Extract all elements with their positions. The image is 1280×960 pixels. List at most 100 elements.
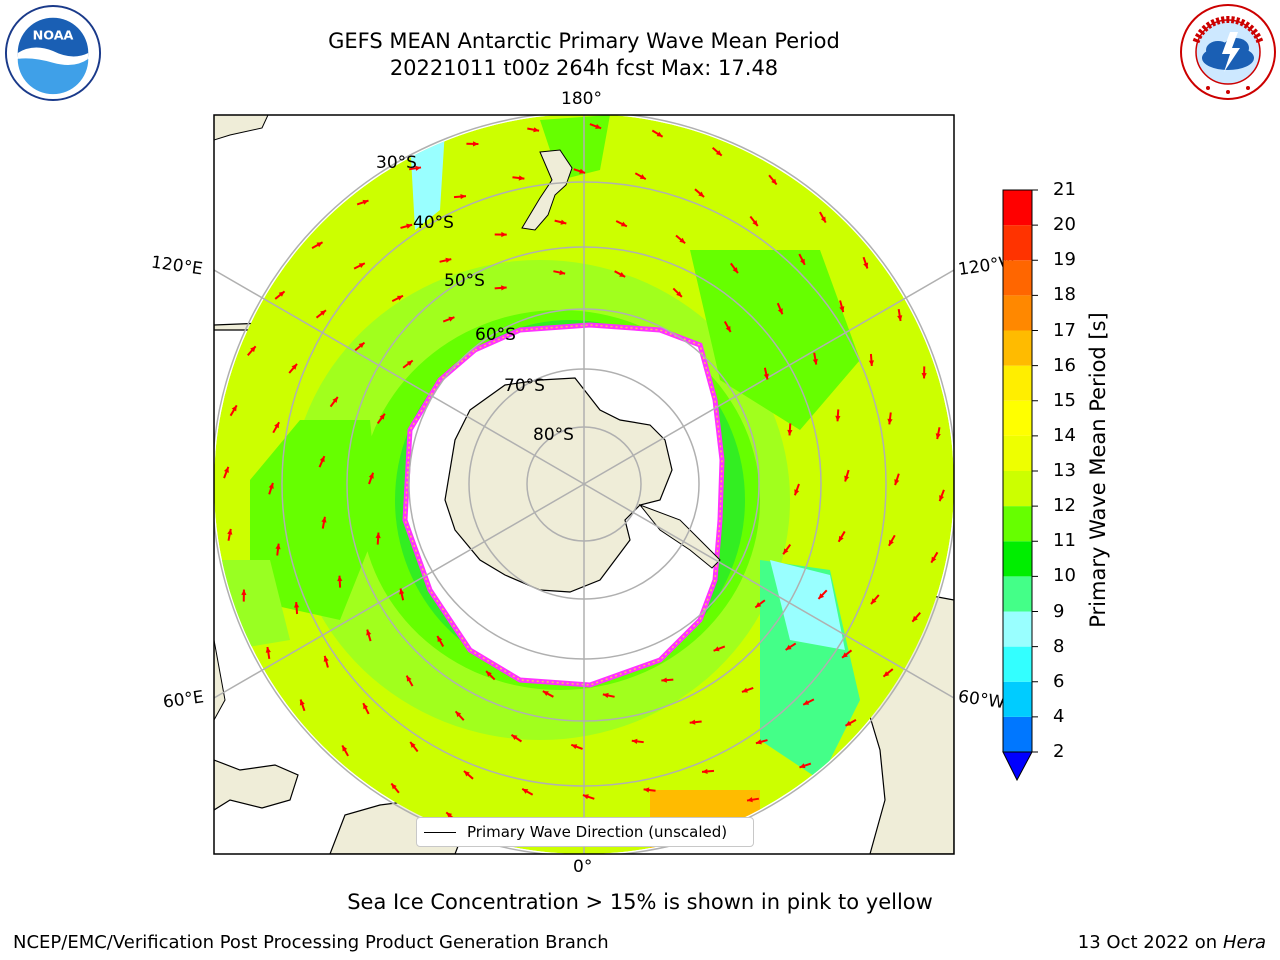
colorbar-tick-label: 18: [1053, 284, 1076, 306]
wave-direction-arrowhead: [321, 516, 327, 523]
wave-direction-arrowhead: [595, 123, 602, 129]
lon-label-180: 180°: [561, 89, 602, 109]
lat-label-60s: 60°S: [475, 325, 516, 345]
wave-direction-arrowhead: [406, 360, 413, 366]
wave-direction-arrowhead: [410, 742, 416, 748]
wave-direction-arrowhead: [559, 269, 566, 276]
colorbar-tick-label: 2: [1053, 741, 1065, 762]
wave-direction-arrowhead: [812, 358, 818, 365]
wave-direction-arrowhead: [455, 711, 462, 718]
wave-direction-arrowhead: [501, 285, 507, 291]
graticule: [214, 115, 954, 854]
colorbar-tick-label: 8: [1053, 635, 1065, 657]
wave-direction-arrowhead: [366, 629, 372, 636]
wave-direction-arrowhead: [323, 655, 329, 662]
legend-line-swatch: [424, 832, 456, 833]
wave-direction-arrowhead: [883, 671, 890, 677]
wave-direction-arrowhead: [887, 418, 893, 425]
wave-direction-arrowhead: [676, 291, 682, 297]
wave-direction-arrowhead: [799, 763, 806, 769]
wave-direction-arrowhead: [820, 216, 826, 223]
wave-direction-arrowhead: [639, 174, 646, 180]
wave-direction-arrowhead: [397, 295, 404, 301]
wave-direction-arrowhead: [363, 703, 369, 710]
wave-direction-arrowhead: [445, 257, 452, 263]
wave-direction-arrowhead: [732, 267, 738, 274]
wave-direction-arrowhead: [763, 373, 769, 380]
wave-direction-arrowhead: [460, 193, 466, 200]
lat-label-30s: 30°S: [376, 153, 417, 173]
wave-direction-arrowhead: [661, 677, 667, 683]
wave-direction-arrowhead: [935, 433, 941, 440]
wave-direction-arrowhead: [293, 602, 300, 608]
wave-direction-arrowhead: [777, 308, 783, 315]
wave-direction-arrowhead: [818, 593, 825, 599]
wave-direction-arrowhead: [783, 548, 789, 555]
colorbar-tick-label: 19: [1053, 249, 1076, 271]
wave-direction-arrowhead: [533, 127, 540, 133]
lat-label-80s: 80°S: [533, 425, 574, 445]
wave-direction-arrowhead: [227, 528, 233, 535]
colorbar-tick-label: 21: [1053, 179, 1076, 200]
colorbar-label: Primary Wave Mean Period [s]: [1086, 312, 1110, 628]
wave-direction-arrowhead: [689, 719, 696, 725]
wave-direction-arrowhead: [787, 429, 793, 436]
wave-direction-arrowhead: [912, 615, 918, 622]
lat-label-40s: 40°S: [413, 213, 454, 233]
colorbar-tick-label: 15: [1053, 389, 1076, 411]
credit-host: Hera: [1222, 932, 1266, 953]
wave-direction-arrowhead: [620, 221, 627, 227]
wave-direction-arrowhead: [560, 219, 567, 225]
wave-direction-arrowhead: [752, 220, 758, 226]
wave-direction-arrowhead: [579, 168, 586, 174]
colorbar-tick-label: 16: [1053, 354, 1076, 376]
wave-direction-arrowhead: [939, 495, 945, 502]
wave-direction-arrowhead: [838, 535, 844, 542]
wave-direction-arrowhead: [656, 131, 663, 137]
wave-direction-arrowhead: [897, 315, 903, 321]
chart-subtitle: 20221011 t00z 264h fcst Max: 17.48: [389, 56, 779, 80]
wave-direction-arrowhead: [379, 413, 385, 420]
chart-title: GEFS MEAN Antarctic Primary Wave Mean Pe…: [328, 29, 840, 53]
wave-direction-arrowhead: [844, 475, 850, 482]
colorbar-tick-label: 14: [1053, 424, 1076, 446]
wave-direction-arrowhead: [799, 258, 805, 265]
wave-direction-arrowhead: [358, 342, 365, 349]
wave-direction-arrowhead: [542, 691, 549, 696]
credit-date: 13 Oct 2022 on Hera: [1078, 932, 1266, 953]
wave-direction-arrowhead: [631, 738, 638, 744]
colorbar-tick-label: 9: [1053, 600, 1065, 622]
wave-direction-arrowhead: [571, 744, 578, 750]
antarctica: [444, 377, 673, 593]
lon-label-0: 0°: [573, 857, 593, 877]
lat-label-70s: 70°S: [504, 376, 545, 396]
wave-direction-arrowhead: [511, 734, 518, 741]
wave-direction-arrowhead: [894, 479, 900, 486]
colorbar-tick-label: 17: [1053, 319, 1076, 341]
wave-direction-arrowhead: [582, 794, 589, 800]
wave-direction-arrowhead: [842, 652, 848, 658]
wave-direction-arrowhead: [358, 263, 365, 269]
wave-direction-arrowhead: [602, 692, 609, 699]
wave-direction-arrowhead: [472, 141, 479, 147]
wave-direction-arrowhead: [362, 199, 369, 205]
colorbar-tick-label: 20: [1053, 214, 1076, 236]
wave-direction-arrowhead: [888, 539, 894, 546]
wave-direction-arrowhead: [643, 787, 650, 793]
wave-direction-arrows: [223, 123, 945, 845]
wave-direction-arrowhead: [921, 372, 927, 379]
wave-direction-arrowhead: [518, 175, 525, 181]
wave-direction-arrowhead: [391, 783, 397, 790]
wave-direction-arrowhead: [863, 262, 869, 269]
map-legend: Primary Wave Direction (unscaled): [416, 817, 754, 847]
wave-direction-arrowhead: [463, 770, 470, 777]
colorbar-tick-label: 10: [1053, 565, 1076, 587]
legend-label: Primary Wave Direction (unscaled): [467, 823, 728, 841]
wave-direction-arrowhead: [278, 291, 285, 297]
wave-direction-arrowhead: [241, 589, 247, 596]
wave-direction-arrowhead: [299, 699, 305, 706]
wave-direction-arrowhead: [839, 306, 845, 313]
wave-direction-arrowhead: [747, 797, 753, 803]
wave-direction-arrowhead: [522, 788, 529, 794]
